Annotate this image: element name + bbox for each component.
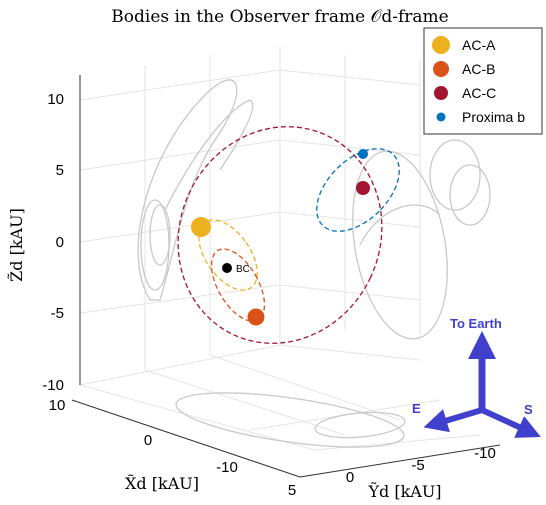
legend-item-ac-a: AC-A <box>432 36 496 54</box>
orbit-proxima-b <box>316 148 400 232</box>
legend-label: AC-A <box>462 37 496 53</box>
east-label: E <box>412 401 421 416</box>
orbit-ac-c <box>177 126 383 344</box>
legend-marker <box>432 36 450 54</box>
legend-label: AC-B <box>462 61 495 77</box>
z-tick: -10 <box>42 377 64 394</box>
y-tick: 0 <box>346 469 354 486</box>
x-axis: 10 0 -10 <box>49 397 238 476</box>
orbit-projections <box>137 79 491 448</box>
x-tick: 0 <box>144 432 152 449</box>
legend-label: AC-C <box>462 85 496 101</box>
legend-marker <box>433 61 449 77</box>
chart-title: Bodies in the Observer frame 𝒪d-frame <box>111 7 448 27</box>
legend-marker <box>436 112 446 122</box>
z-tick: 0 <box>56 234 64 251</box>
y-tick: 5 <box>288 482 296 499</box>
point-ac-b <box>247 308 265 326</box>
z-axis: 10 5 0 -5 -10 <box>42 91 64 394</box>
x-tick: -10 <box>216 459 238 476</box>
y-axis-label: Ỹd [kAU] <box>367 481 441 501</box>
label-bc: BC <box>236 264 250 275</box>
point-ac-a <box>191 217 211 237</box>
z-axis-label: Z̃d [kAU] <box>7 208 26 282</box>
point-ac-c <box>356 181 370 195</box>
axes-grid <box>79 45 481 451</box>
legend-item-proxima-b: Proxima b <box>436 109 525 125</box>
x-tick: 10 <box>49 397 66 414</box>
z-tick: -5 <box>51 305 64 322</box>
y-tick: -5 <box>411 457 424 474</box>
legend-item-ac-c: AC-C <box>434 85 496 101</box>
to-earth-label: To Earth <box>450 316 502 331</box>
legend-marker <box>434 86 448 100</box>
y-axis: 5 0 -5 -10 <box>288 445 496 499</box>
z-tick: 5 <box>56 162 64 179</box>
legend-label: Proxima b <box>462 109 525 125</box>
point-bc <box>222 263 232 273</box>
direction-indicator: To Earth E S <box>412 316 541 438</box>
axis-lines <box>71 75 501 478</box>
point-proxima-b <box>358 149 368 159</box>
legend: AC-A AC-B AC-C Proxima b <box>423 27 543 135</box>
x-axis-label: X̃d [kAU] <box>125 474 199 493</box>
y-tick: -10 <box>474 445 496 462</box>
legend-item-ac-b: AC-B <box>433 61 495 77</box>
z-tick: 10 <box>47 91 64 108</box>
south-label: S <box>524 402 533 417</box>
